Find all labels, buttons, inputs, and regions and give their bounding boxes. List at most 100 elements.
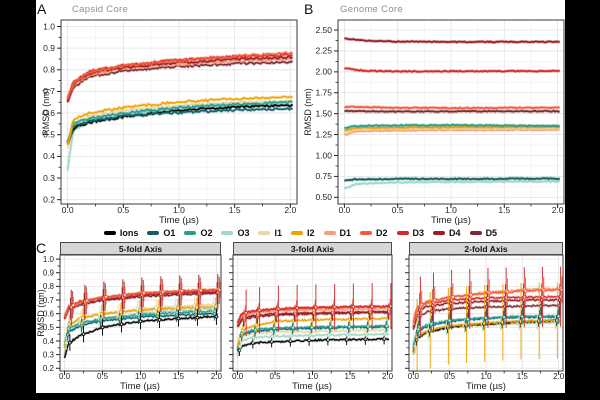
x-tick-label: 0.5 xyxy=(97,372,109,381)
series-D4 xyxy=(344,36,561,45)
legend-label: D4 xyxy=(449,228,461,238)
series-D1 xyxy=(343,127,561,137)
y-tick-label: 0.5 xyxy=(43,323,55,332)
y-tick-label: 1.00 xyxy=(315,150,332,160)
legend-label: D1 xyxy=(339,228,352,238)
legend-label: D3 xyxy=(412,228,425,238)
legend-label: I2 xyxy=(306,228,315,238)
panel-b-title: Genome Core xyxy=(340,4,403,15)
legend-label: O3 xyxy=(237,228,250,238)
series-D5 xyxy=(66,59,294,103)
y-tick-label: 2.25 xyxy=(315,46,332,56)
errorbars-I2 xyxy=(415,282,560,371)
y-tick-label: 1.0 xyxy=(43,21,55,31)
panel-c1-xlabel: Time (µs) xyxy=(120,381,160,392)
y-tick-label: 1.0 xyxy=(43,255,55,264)
x-tick-label: 0.0 xyxy=(338,205,350,215)
y-tick-label: 0.3 xyxy=(43,350,55,359)
legend-swatch-icon xyxy=(360,231,373,235)
panel-a-title: Capsid Core xyxy=(72,4,129,15)
series-I1 xyxy=(236,328,390,355)
y-tick-label: 2.00 xyxy=(315,67,332,77)
legend-swatch-icon xyxy=(258,231,271,235)
series-D2 xyxy=(343,104,560,111)
legend-swatch-icon xyxy=(396,231,409,235)
panel-a-plot: 0.0 0.5 1.0 1.5 2.0 0.2 0.3 0.4 0.5 0.6 0.7 0.8 0.9 1… xyxy=(43,19,298,215)
legend-label: I1 xyxy=(274,228,282,238)
panel-c-ylabel: RMSD (nm) xyxy=(36,289,46,337)
errorbars-D3 xyxy=(418,266,563,337)
legend-swatch-icon xyxy=(290,231,303,235)
legend-swatch-icon xyxy=(433,231,446,235)
panel-b-xlabel: Time (µs) xyxy=(431,215,471,226)
facet-header-2fold: 2-fold Axis xyxy=(409,242,563,255)
series-I1 xyxy=(66,98,293,149)
series-O1 xyxy=(63,311,219,346)
series-O2 xyxy=(66,99,293,144)
panel-c3-plot: 0.0 0.5 1.0 1.5 2.0 xyxy=(405,254,565,381)
x-tick-label: 1.5 xyxy=(344,372,356,381)
errorbars-D2 xyxy=(71,281,221,314)
errorbars-O2 xyxy=(416,307,561,338)
x-tick-label: 0.0 xyxy=(59,372,71,381)
legend-label: Ions xyxy=(119,228,139,238)
legend-swatch-icon xyxy=(103,231,116,235)
panel-b-ylabel: RMSD (nm) xyxy=(303,88,313,136)
facet-header-3fold: 3-fold Axis xyxy=(233,242,392,255)
x-tick-label: 0.5 xyxy=(392,205,404,215)
y-tick-label: 0.7 xyxy=(43,86,55,96)
legend-item-i2: I2 xyxy=(290,228,315,238)
x-tick-label: 2.0 xyxy=(553,372,565,381)
legend-item-d1: D1 xyxy=(323,228,352,238)
legend-label: O2 xyxy=(200,228,213,238)
legend: Ions O1 O2 O3 I1 I2 D1 D2 D3 D4 D5 xyxy=(36,226,565,240)
y-tick-label: 0.2 xyxy=(43,194,55,204)
legend-swatch-icon xyxy=(184,231,197,235)
y-tick-label: 1.50 xyxy=(315,108,332,118)
y-tick-label: 0.50 xyxy=(315,192,332,202)
legend-label: D2 xyxy=(376,228,388,238)
y-tick-label: 2.50 xyxy=(315,25,332,35)
x-tick-label: 2.0 xyxy=(211,372,223,381)
x-tick-label: 0.5 xyxy=(269,372,281,381)
legend-label: D5 xyxy=(485,228,498,238)
figure-canvas: 0.0 0.5 1.0 1.5 2.0 0.2 0.3 0.4 0.5 0.6 0.7 0.8 0.9 1… xyxy=(36,0,565,393)
series-O1 xyxy=(66,106,294,143)
x-tick-label: 2.0 xyxy=(552,205,564,215)
y-tick-label: 0.7 xyxy=(43,296,55,305)
y-tick-label: 0.5 xyxy=(43,130,55,140)
y-tick-label: 0.6 xyxy=(43,108,55,118)
legend-item-i1: I1 xyxy=(258,228,282,238)
legend-item-d2: D2 xyxy=(360,228,388,238)
errorbars-D2 xyxy=(419,276,563,319)
series-D3 xyxy=(66,52,293,100)
series-O3 xyxy=(343,179,561,191)
errorbars-O2 xyxy=(240,320,389,340)
legend-swatch-icon xyxy=(221,231,234,235)
series-O1 xyxy=(343,176,561,183)
series-D2 xyxy=(412,287,561,323)
series-I2 xyxy=(344,124,561,133)
legend-swatch-icon xyxy=(323,231,336,235)
x-tick-label: 0.5 xyxy=(117,205,129,215)
x-tick-label: 2.0 xyxy=(382,372,394,381)
y-tick-label: 0.9 xyxy=(43,43,55,53)
x-tick-label: 0.0 xyxy=(232,372,244,381)
legend-item-o2: O2 xyxy=(184,228,212,238)
series-D2 xyxy=(66,50,294,99)
panel-a-xlabel: Time (µs) xyxy=(159,215,199,226)
figure-charts: 0.0 0.5 1.0 1.5 2.0 0.2 0.3 0.4 0.5 0.6 0.7 0.8 0.9 1… xyxy=(43,19,565,381)
y-tick-label: 0.9 xyxy=(43,269,55,278)
series-O2 xyxy=(63,308,219,344)
x-tick-label: 1.0 xyxy=(480,372,492,381)
panel-c1-plot: 0.0 0.5 1.0 1.5 2.0 0.2 0.3 0.4 0.5 0.6 0.7 0.8 0.9 1… xyxy=(43,254,223,381)
legend-item-d5: D5 xyxy=(469,228,498,238)
y-tick-label: 1.75 xyxy=(315,88,332,98)
x-tick-label: 0.5 xyxy=(444,372,456,381)
series-O2 xyxy=(344,122,561,130)
x-tick-label: 0.0 xyxy=(408,372,420,381)
y-tick-label: 0.2 xyxy=(43,364,55,373)
panel-b-letter: B xyxy=(304,1,314,17)
y-tick-label: 0.6 xyxy=(43,309,55,318)
